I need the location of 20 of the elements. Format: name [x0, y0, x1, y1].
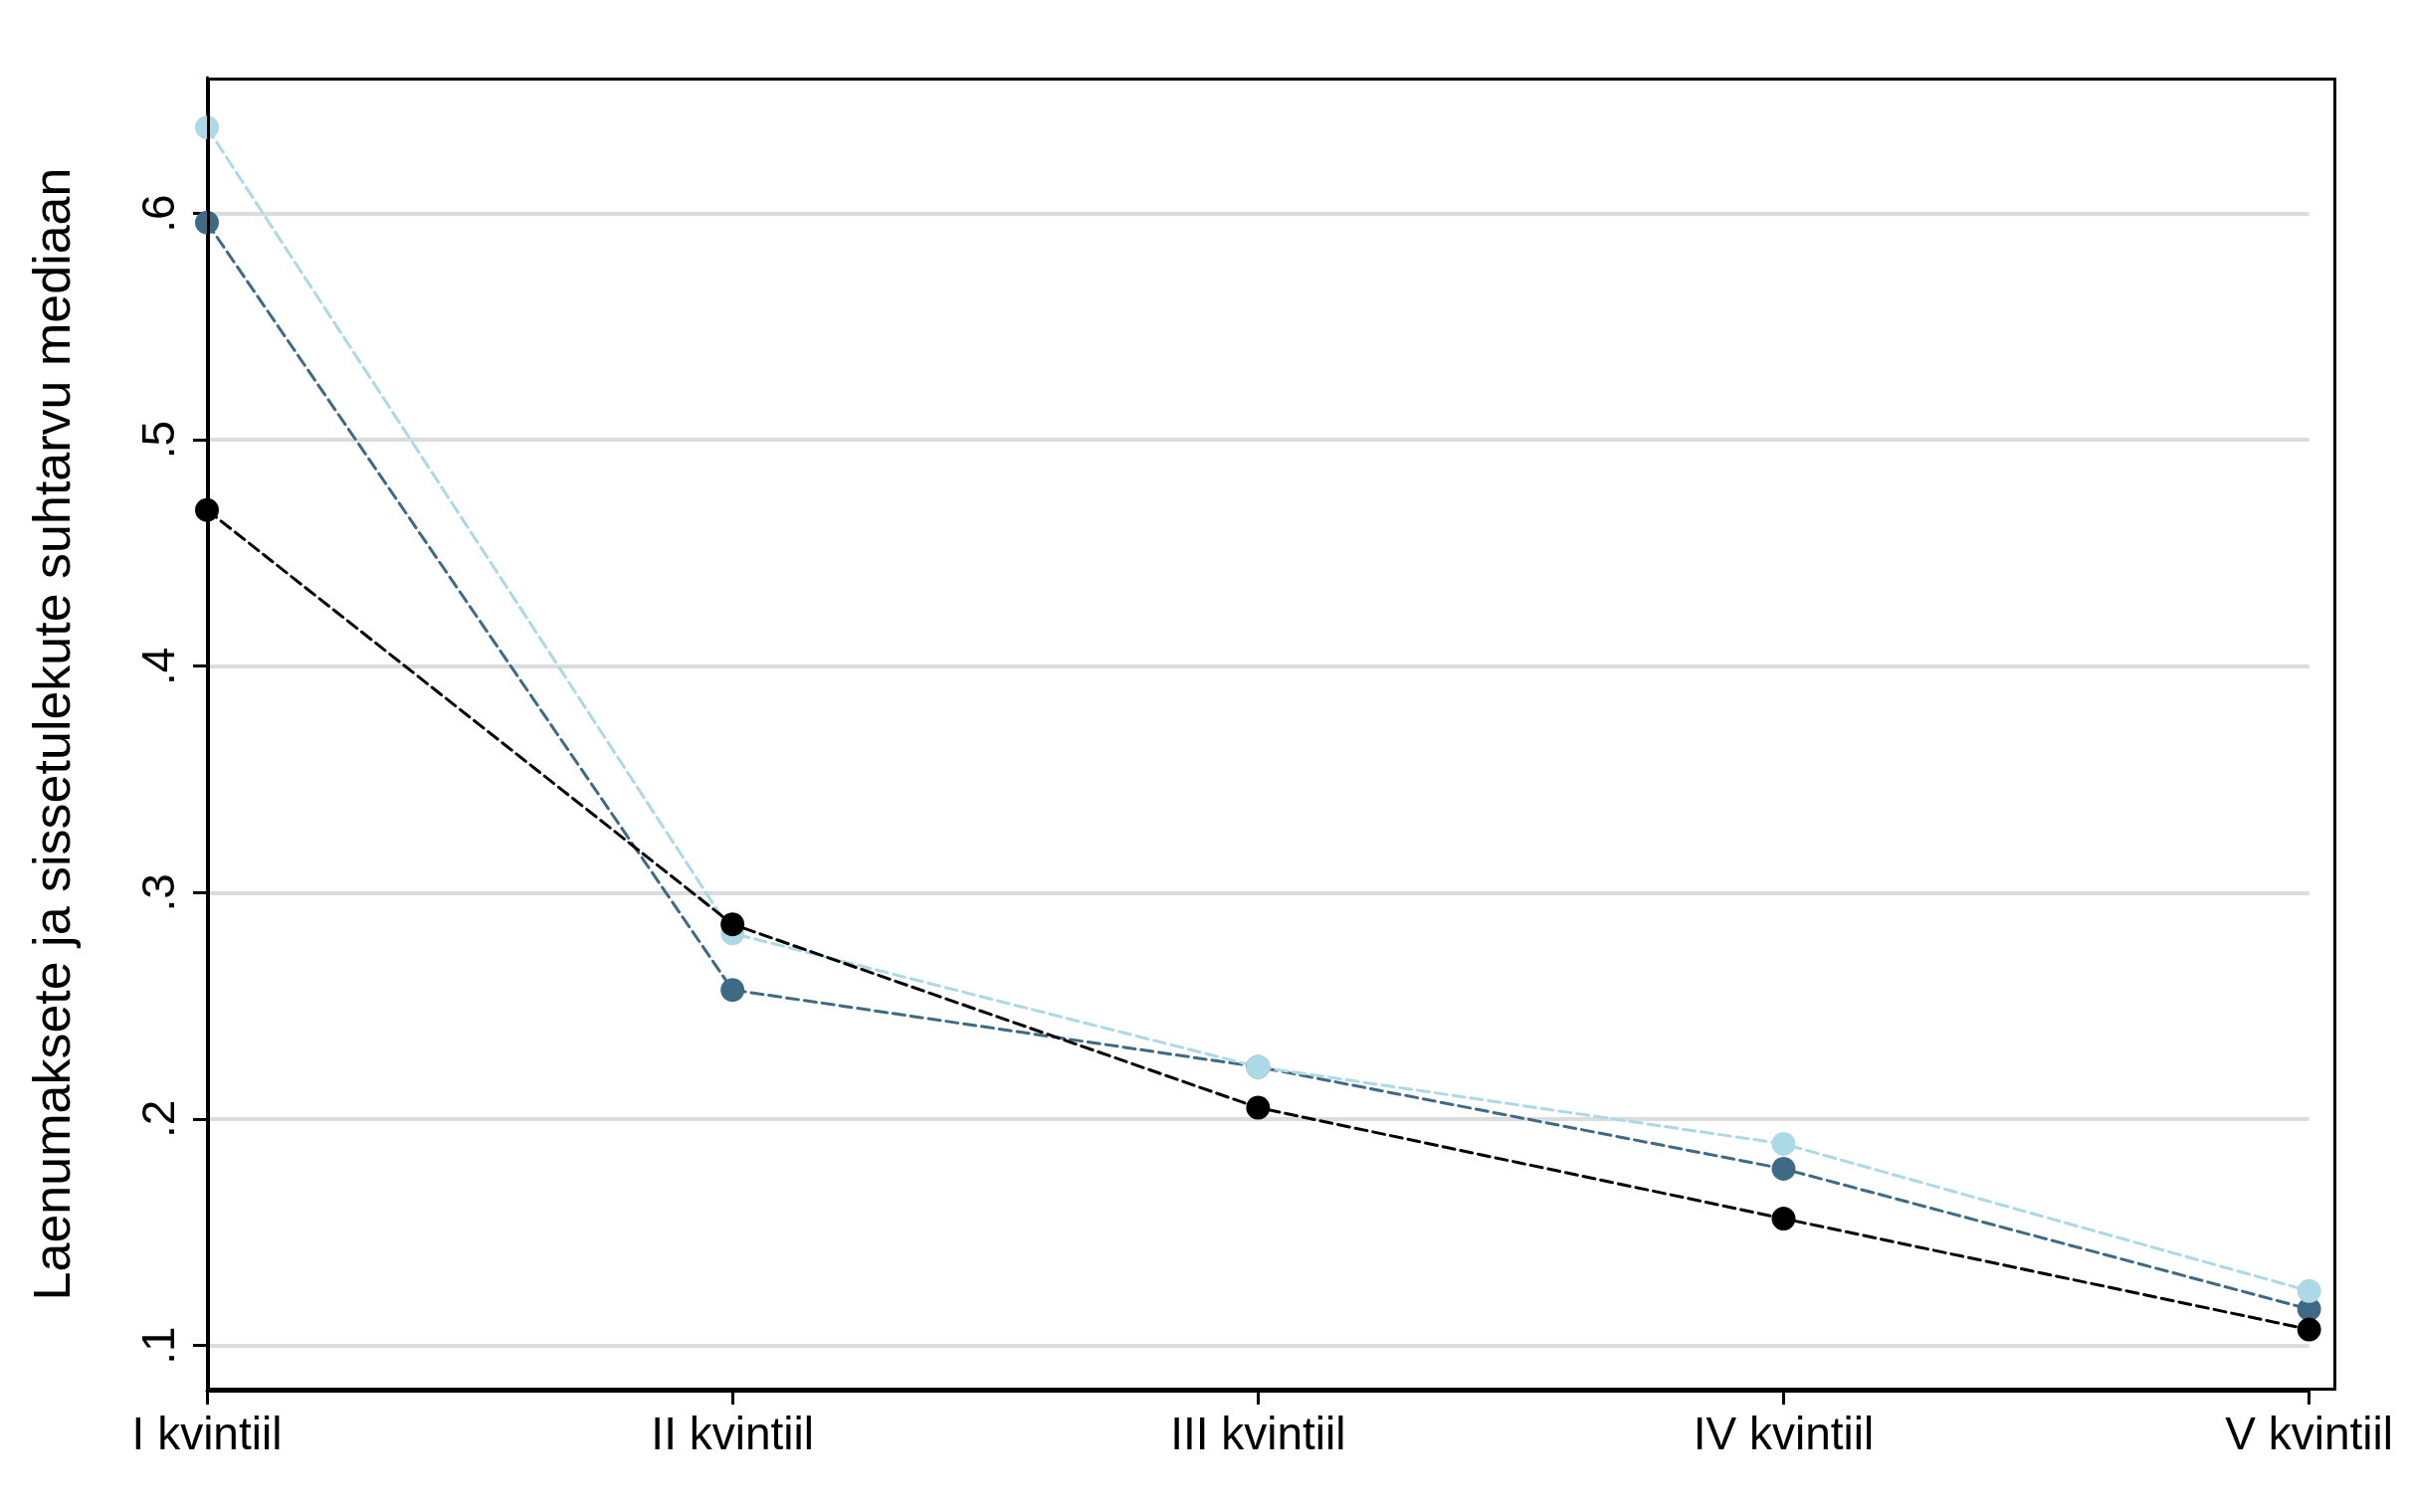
point [2297, 1317, 2321, 1342]
y-tick-label: .2 [132, 1099, 184, 1139]
y-axis-title: Laenumaksete ja sissetulekute suhtarvu mediaan [23, 167, 81, 1301]
y-tick-label: .4 [132, 647, 184, 685]
point [1246, 1095, 1271, 1120]
y-tick-label: .5 [132, 420, 184, 460]
x-tick-label: I kvintiil [131, 1408, 283, 1459]
y-tick-label: .6 [132, 194, 184, 233]
point [1771, 1207, 1796, 1231]
x-tick-label: III kvintiil [1170, 1408, 1346, 1459]
point [1771, 1131, 1796, 1156]
point [720, 978, 745, 1003]
point [2297, 1278, 2321, 1303]
point [720, 912, 745, 937]
x-tick-label: II kvintiil [651, 1408, 814, 1459]
y-tick-label: .1 [132, 1326, 184, 1365]
y-tick-label: .3 [132, 873, 184, 912]
point [1771, 1156, 1796, 1181]
x-tick-label: V kvintiil [2225, 1408, 2394, 1459]
x-tick-label: IV kvintiil [1693, 1408, 1875, 1459]
